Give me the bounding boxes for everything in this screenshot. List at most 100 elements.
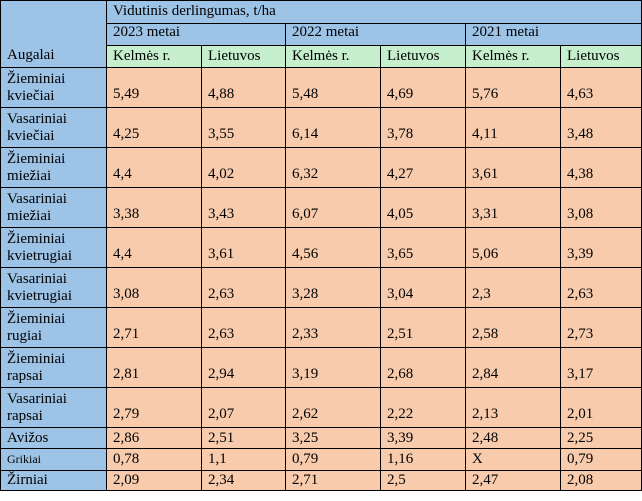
value-cell: 3,19 xyxy=(285,347,381,388)
value-cell: 1,16 xyxy=(380,448,466,471)
value-cell: 5,06 xyxy=(465,227,561,268)
year-header-2022: 2022 metai xyxy=(285,23,466,46)
crop-name: Vasariniai kviečiai xyxy=(0,107,107,148)
crop-name-line: Žieminiai xyxy=(7,230,66,247)
value-cell: 2,5 xyxy=(380,470,466,491)
value-cell: 3,43 xyxy=(201,187,286,228)
value-cell: 3,55 xyxy=(201,107,286,148)
value-cell: 2,22 xyxy=(380,387,466,428)
crop-name-line: kvietrugiai xyxy=(7,287,72,304)
value-cell: 2,63 xyxy=(201,267,286,308)
value-cell: 4,05 xyxy=(380,187,466,228)
crop-name-line: Žieminiai xyxy=(7,150,66,167)
value-cell: 2,09 xyxy=(106,470,202,491)
crop-name-line: Žieminiai xyxy=(7,310,66,327)
table-row: Vasariniai miežiai 3,38 3,43 6,07 4,05 3,31 3,0… xyxy=(0,187,642,228)
value-cell: 2,51 xyxy=(380,307,466,348)
value-cell: 3,28 xyxy=(285,267,381,308)
table-row: Vasariniai kvietrugiai 3,08 2,63 3,28 3,04 2,3… xyxy=(0,267,642,308)
value-cell: 4,63 xyxy=(559,67,642,108)
crop-name-line: Žieminiai xyxy=(7,350,66,367)
value-cell: 2,71 xyxy=(285,470,381,491)
table-title: Vidutinis derlingumas, t/ha xyxy=(105,0,642,24)
value-cell: 2,81 xyxy=(106,347,202,388)
crop-name-line: Vasariniai xyxy=(7,270,67,287)
crop-name-line: rapsai xyxy=(7,407,43,424)
table-row: Žieminiai miežiai 4,4 4,02 6,32 4,27 3,61 4,38 xyxy=(0,147,642,188)
table-row: Žieminiai rapsai 2,81 2,94 3,19 2,68 2,84 3,17 xyxy=(0,347,642,388)
year-header-2023: 2023 metai xyxy=(106,23,286,46)
value-cell: 4,4 xyxy=(106,147,202,188)
value-cell: X xyxy=(465,448,561,471)
crop-name-line: rapsai xyxy=(7,367,43,384)
value-cell: 5,49 xyxy=(106,67,202,108)
crop-column-header: Augalai xyxy=(0,0,107,68)
value-cell: 2,63 xyxy=(201,307,286,348)
sub-header-kelme-2023: Kelmės r. xyxy=(106,45,202,68)
table-row: Grikiai 0,78 1,1 0,79 1,16 X 0,79 xyxy=(0,448,642,471)
crop-name: Žieminiai miežiai xyxy=(0,147,107,188)
value-cell: 3,61 xyxy=(465,147,561,188)
crop-name-line: Žieminiai xyxy=(7,70,66,87)
table-row: Žirniai 2,09 2,34 2,71 2,5 2,47 2,08 xyxy=(0,470,642,491)
crop-name: Vasariniai miežiai xyxy=(0,187,107,228)
crop-name: Vasariniai kvietrugiai xyxy=(0,267,107,308)
value-cell: 3,31 xyxy=(465,187,561,228)
value-cell: 4,27 xyxy=(380,147,466,188)
crop-name-line: Vasariniai xyxy=(7,110,67,127)
value-cell: 2,01 xyxy=(559,387,642,428)
value-cell: 2,94 xyxy=(201,347,286,388)
value-cell: 2,84 xyxy=(465,347,561,388)
table-row: Avižos 2,86 2,51 3,25 3,39 2,48 2,25 xyxy=(0,427,642,449)
value-cell: 3,08 xyxy=(559,187,642,228)
value-cell: 2,58 xyxy=(465,307,561,348)
table-row: Žieminiai kvietrugiai 4,4 3,61 4,56 3,65 5,06 3… xyxy=(0,227,642,268)
table-row: Žieminiai rugiai 2,71 2,63 2,33 2,51 2,58 2,73 xyxy=(0,307,642,348)
value-cell: 3,65 xyxy=(380,227,466,268)
value-cell: 5,76 xyxy=(465,67,561,108)
value-cell: 2,79 xyxy=(106,387,202,428)
value-cell: 4,25 xyxy=(106,107,202,148)
value-cell: 3,39 xyxy=(380,427,466,449)
value-cell: 4,88 xyxy=(201,67,286,108)
value-cell: 6,14 xyxy=(285,107,381,148)
sub-header-lietuvos-2023: Lietuvos xyxy=(201,45,286,68)
value-cell: 4,38 xyxy=(559,147,642,188)
value-cell: 2,51 xyxy=(201,427,286,449)
crop-name-line: Avižos xyxy=(7,429,49,446)
crop-name: Žieminiai rapsai xyxy=(0,347,107,388)
value-cell: 2,48 xyxy=(465,427,561,449)
value-cell: 1,1 xyxy=(201,448,286,471)
value-cell: 0,78 xyxy=(106,448,202,471)
value-cell: 3,04 xyxy=(380,267,466,308)
value-cell: 2,13 xyxy=(465,387,561,428)
value-cell: 2,34 xyxy=(201,470,286,491)
value-cell: 3,17 xyxy=(559,347,642,388)
table-row: Žieminiai kviečiai 5,49 4,88 5,48 4,69 5,76 4,6… xyxy=(0,67,642,108)
crop-name: Vasariniai rapsai xyxy=(0,387,107,428)
year-header-2021: 2021 metai xyxy=(464,23,642,46)
value-cell: 3,48 xyxy=(559,107,642,148)
value-cell: 2,68 xyxy=(380,347,466,388)
value-cell: 3,78 xyxy=(380,107,466,148)
value-cell: 4,02 xyxy=(201,147,286,188)
value-cell: 2,73 xyxy=(559,307,642,348)
value-cell: 3,08 xyxy=(106,267,202,308)
value-cell: 4,11 xyxy=(465,107,561,148)
crop-name: Žieminiai rugiai xyxy=(0,307,107,348)
value-cell: 2,25 xyxy=(559,427,642,449)
table-row: Vasariniai rapsai 2,79 2,07 2,62 2,22 2,13 2,01 xyxy=(0,387,642,428)
value-cell: 2,71 xyxy=(106,307,202,348)
value-cell: 2,07 xyxy=(201,387,286,428)
crop-name-line: kviečiai xyxy=(7,87,55,104)
value-cell: 3,39 xyxy=(559,227,642,268)
value-cell: 2,86 xyxy=(106,427,202,449)
value-cell: 2,63 xyxy=(559,267,642,308)
crop-name: Žirniai xyxy=(0,470,107,491)
sub-header-lietuvos-2022: Lietuvos xyxy=(380,45,466,68)
sub-header-kelme-2022: Kelmės r. xyxy=(285,45,381,68)
value-cell: 4,56 xyxy=(285,227,381,268)
crop-name: Avižos xyxy=(0,427,107,449)
crop-name-line: rugiai xyxy=(7,327,42,344)
